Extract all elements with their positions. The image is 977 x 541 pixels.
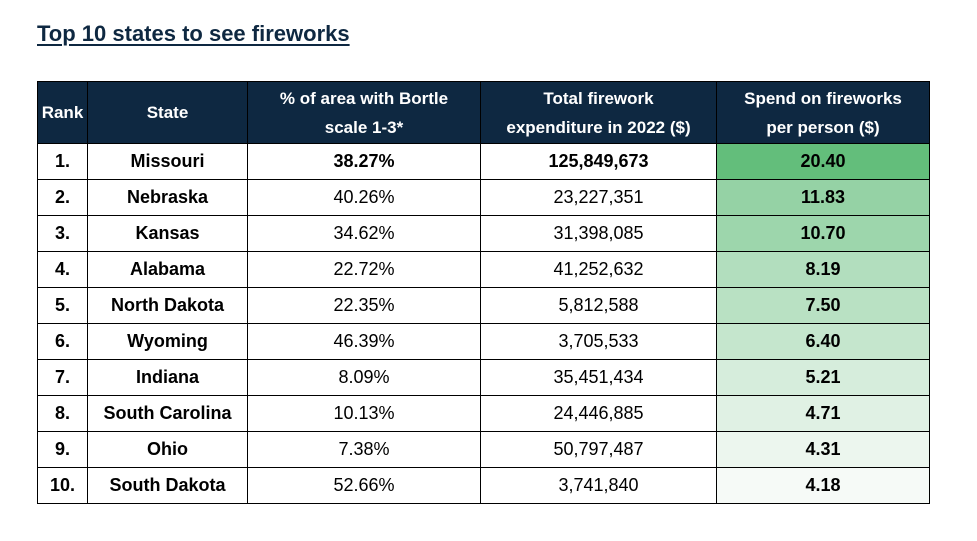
header-expenditure-line1: Total firework — [543, 88, 654, 108]
header-spend-line1: Spend on fireworks — [744, 88, 902, 108]
cell-spend: 7.50 — [716, 287, 930, 324]
cell-expenditure: 5,812,588 — [480, 287, 717, 324]
cell-bortle: 40.26% — [247, 179, 481, 216]
header-rank: Rank — [37, 81, 88, 144]
header-expenditure: Total firework expenditure in 2022 ($) — [480, 81, 717, 144]
header-spend-line2: per person ($) — [766, 117, 880, 137]
header-expenditure-line2: expenditure in 2022 ($) — [506, 117, 691, 137]
cell-state: North Dakota — [87, 287, 248, 324]
table-header-row: Rank State % of area with Bortle scale 1… — [37, 81, 930, 144]
cell-bortle: 10.13% — [247, 395, 481, 432]
cell-expenditure: 41,252,632 — [480, 251, 717, 288]
table-row: 1. Missouri 38.27% 125,849,673 20.40 — [37, 143, 930, 180]
header-bortle-line2: scale 1-3* — [324, 117, 404, 137]
table-row: 5. North Dakota 22.35% 5,812,588 7.50 — [37, 287, 930, 324]
table-row: 3. Kansas 34.62% 31,398,085 10.70 — [37, 215, 930, 252]
cell-bortle: 22.72% — [247, 251, 481, 288]
table-row: 6. Wyoming 46.39% 3,705,533 6.40 — [37, 323, 930, 360]
cell-spend: 4.18 — [716, 467, 930, 504]
cell-state: South Carolina — [87, 395, 248, 432]
header-state: State — [87, 81, 248, 144]
cell-rank: 3. — [37, 215, 88, 252]
cell-expenditure: 125,849,673 — [480, 143, 717, 180]
cell-expenditure: 23,227,351 — [480, 179, 717, 216]
cell-expenditure: 3,741,840 — [480, 467, 717, 504]
cell-expenditure: 31,398,085 — [480, 215, 717, 252]
table-row: 10. South Dakota 52.66% 3,741,840 4.18 — [37, 467, 930, 504]
table-row: 8. South Carolina 10.13% 24,446,885 4.71 — [37, 395, 930, 432]
cell-rank: 8. — [37, 395, 88, 432]
table-row: 9. Ohio 7.38% 50,797,487 4.31 — [37, 431, 930, 468]
cell-bortle: 8.09% — [247, 359, 481, 396]
cell-bortle: 46.39% — [247, 323, 481, 360]
page-title: Top 10 states to see fireworks — [37, 21, 350, 46]
cell-bortle: 52.66% — [247, 467, 481, 504]
cell-rank: 10. — [37, 467, 88, 504]
cell-rank: 2. — [37, 179, 88, 216]
cell-rank: 1. — [37, 143, 88, 180]
cell-spend: 4.31 — [716, 431, 930, 468]
cell-expenditure: 50,797,487 — [480, 431, 717, 468]
cell-state: Wyoming — [87, 323, 248, 360]
cell-state: Alabama — [87, 251, 248, 288]
cell-expenditure: 35,451,434 — [480, 359, 717, 396]
cell-rank: 9. — [37, 431, 88, 468]
cell-state: Indiana — [87, 359, 248, 396]
cell-rank: 7. — [37, 359, 88, 396]
cell-spend: 4.71 — [716, 395, 930, 432]
cell-spend: 20.40 — [716, 143, 930, 180]
table-row: 7. Indiana 8.09% 35,451,434 5.21 — [37, 359, 930, 396]
cell-rank: 4. — [37, 251, 88, 288]
cell-bortle: 7.38% — [247, 431, 481, 468]
cell-spend: 5.21 — [716, 359, 930, 396]
cell-expenditure: 24,446,885 — [480, 395, 717, 432]
header-spend: Spend on fireworks per person ($) — [716, 81, 930, 144]
cell-state: Ohio — [87, 431, 248, 468]
cell-spend: 11.83 — [716, 179, 930, 216]
cell-state: South Dakota — [87, 467, 248, 504]
cell-rank: 5. — [37, 287, 88, 324]
cell-expenditure: 3,705,533 — [480, 323, 717, 360]
cell-state: Kansas — [87, 215, 248, 252]
header-bortle: % of area with Bortle scale 1-3* — [247, 81, 481, 144]
table-row: 2. Nebraska 40.26% 23,227,351 11.83 — [37, 179, 930, 216]
cell-spend: 6.40 — [716, 323, 930, 360]
cell-spend: 10.70 — [716, 215, 930, 252]
table-row: 4. Alabama 22.72% 41,252,632 8.19 — [37, 251, 930, 288]
cell-bortle: 34.62% — [247, 215, 481, 252]
cell-spend: 8.19 — [716, 251, 930, 288]
cell-bortle: 38.27% — [247, 143, 481, 180]
cell-rank: 6. — [37, 323, 88, 360]
cell-bortle: 22.35% — [247, 287, 481, 324]
fireworks-table: Rank State % of area with Bortle scale 1… — [37, 81, 930, 504]
cell-state: Missouri — [87, 143, 248, 180]
header-bortle-line1: % of area with Bortle — [279, 88, 449, 108]
cell-state: Nebraska — [87, 179, 248, 216]
